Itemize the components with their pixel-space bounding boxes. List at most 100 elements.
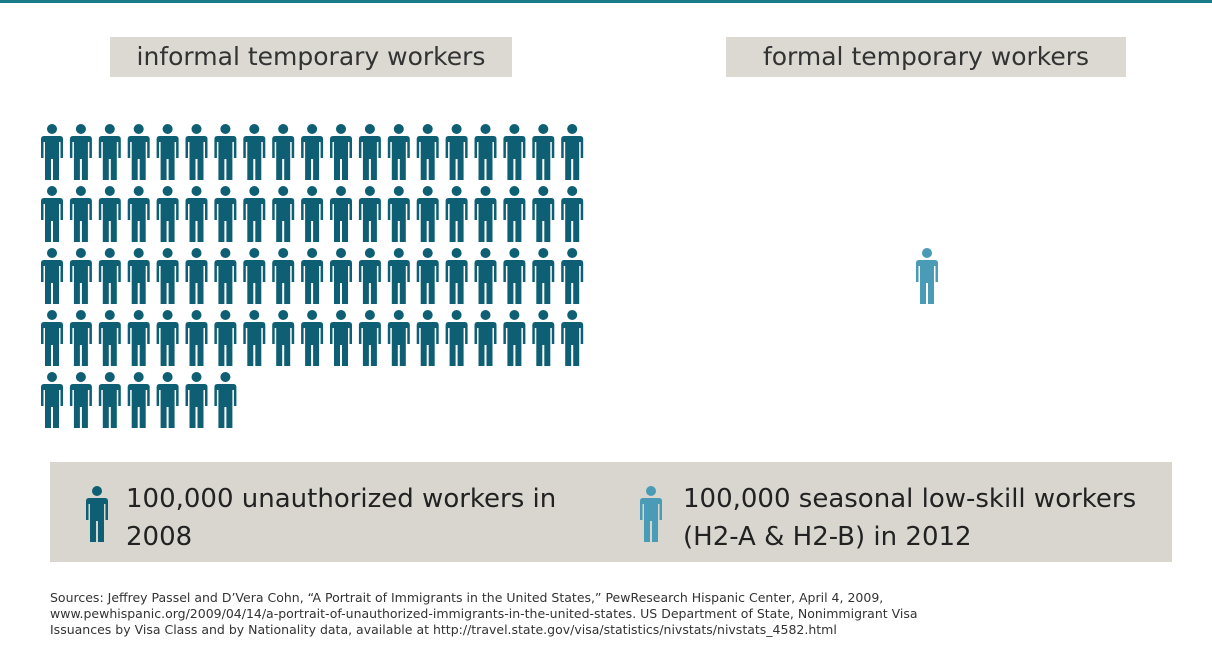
person-icon — [127, 186, 150, 242]
icon-head — [646, 486, 656, 496]
icon-body — [69, 198, 92, 242]
icon-head — [422, 248, 433, 258]
person-icon — [474, 186, 497, 242]
icon-body — [69, 260, 92, 304]
icon-body — [561, 198, 584, 242]
icon-head — [278, 124, 289, 134]
person-icon — [416, 248, 439, 304]
icon-head — [104, 186, 115, 196]
person-icon — [127, 310, 150, 366]
icon-body — [532, 198, 555, 242]
person-icon — [416, 124, 439, 180]
category-label: informal temporary workers — [110, 37, 512, 77]
icon-body — [358, 322, 381, 366]
icon-head — [278, 248, 289, 258]
person-icon — [503, 248, 526, 304]
person-icon — [301, 124, 324, 180]
icon-body — [358, 198, 381, 242]
person-icon — [561, 124, 584, 180]
person-icon — [156, 186, 179, 242]
icon-head — [47, 372, 57, 382]
icon-head — [133, 372, 144, 382]
person-icon — [69, 372, 92, 428]
icon-head — [538, 310, 549, 320]
icon-body — [445, 136, 468, 180]
icon-body — [98, 384, 121, 428]
person-icon — [272, 124, 295, 180]
person-icon — [185, 372, 208, 428]
person-icon — [532, 248, 555, 304]
icon-head — [47, 248, 57, 258]
icon-body — [41, 384, 63, 428]
icon-body — [561, 136, 584, 180]
icon-body — [503, 322, 526, 366]
person-icon — [41, 124, 63, 180]
icon-body — [243, 198, 266, 242]
person-icon — [503, 186, 526, 242]
icon-head — [336, 248, 346, 258]
icon-head — [278, 186, 289, 196]
legend-text: 100,000 unauthorized workers in 2008 — [126, 484, 557, 552]
person-icon — [445, 186, 468, 242]
person-icon — [156, 124, 179, 180]
person-icon — [330, 124, 352, 180]
icon-body — [272, 322, 295, 366]
icon-head — [104, 124, 115, 134]
person-icon — [98, 372, 121, 428]
person-icon — [243, 248, 266, 304]
icon-head — [133, 124, 144, 134]
icon-head — [278, 310, 289, 320]
icon-body — [98, 136, 121, 180]
icon-head — [451, 186, 462, 196]
icon-body — [127, 198, 150, 242]
icon-head — [567, 186, 578, 196]
icon-head — [47, 310, 57, 320]
person-icon — [98, 310, 121, 366]
person-icon — [387, 186, 410, 242]
person-icon — [416, 310, 439, 366]
icon-head — [220, 124, 231, 134]
icon-body — [416, 260, 439, 304]
icon-body — [98, 198, 121, 242]
icon-head — [336, 186, 346, 196]
icon-head — [133, 310, 144, 320]
top-border — [0, 0, 1212, 3]
icon-head — [75, 186, 86, 196]
icon-body — [503, 198, 526, 242]
icon-body — [358, 136, 381, 180]
icon-body — [69, 136, 92, 180]
person-icon — [127, 248, 150, 304]
icon-body — [416, 322, 439, 366]
person-icon — [214, 248, 237, 304]
icon-body — [330, 322, 352, 366]
icon-head — [336, 310, 346, 320]
person-icon — [98, 124, 121, 180]
person-icon — [272, 310, 295, 366]
icon-head — [538, 186, 549, 196]
icon-head — [75, 372, 86, 382]
icon-body — [214, 260, 237, 304]
icon-head — [567, 124, 578, 134]
person-icon — [445, 248, 468, 304]
person-icon — [330, 186, 352, 242]
icon-head — [162, 310, 173, 320]
person-icon — [156, 310, 179, 366]
icon-body — [532, 260, 555, 304]
icon-head — [480, 186, 491, 196]
icon-head — [191, 124, 202, 134]
icon-head — [509, 124, 520, 134]
icon-body — [86, 498, 108, 542]
icon-body — [69, 322, 92, 366]
person-icon — [474, 310, 497, 366]
icon-body — [69, 384, 92, 428]
icon-head — [480, 124, 491, 134]
icon-body — [156, 260, 179, 304]
icon-body — [387, 198, 410, 242]
icon-head — [567, 248, 578, 258]
icon-body — [41, 198, 63, 242]
person-icon — [301, 248, 324, 304]
icon-body — [474, 260, 497, 304]
icon-body — [301, 260, 324, 304]
